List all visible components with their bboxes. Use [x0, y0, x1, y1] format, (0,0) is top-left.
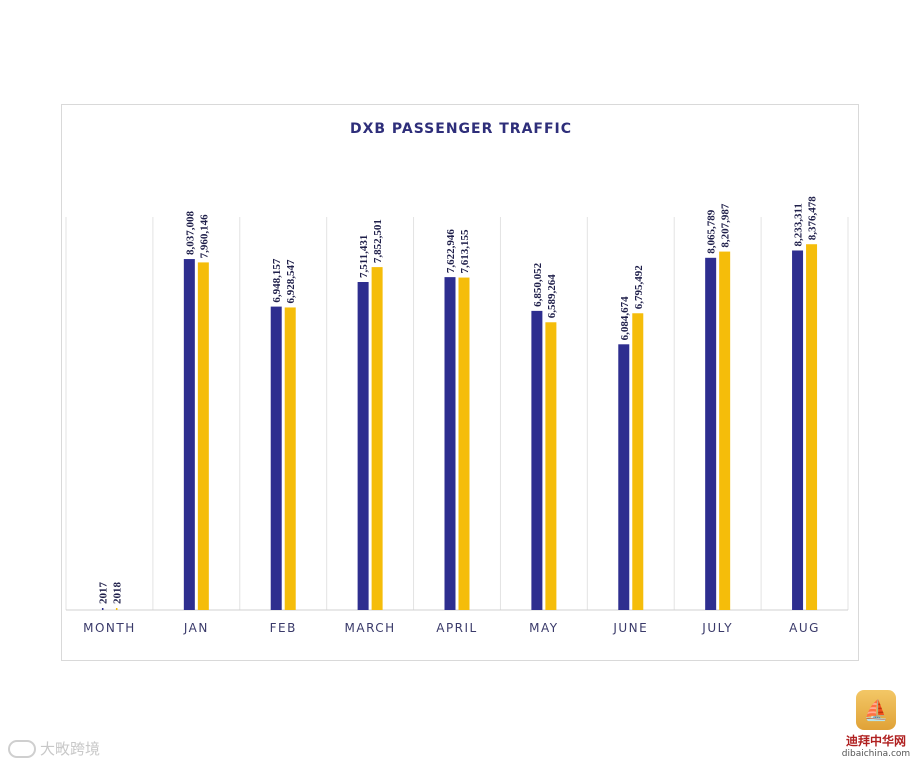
bar [183, 259, 195, 610]
category-label: APRIL [436, 621, 478, 635]
category-label: JAN [183, 621, 209, 635]
data-label: 8,376,478 [807, 196, 819, 241]
data-label: 2018 [111, 582, 123, 605]
value-labels: 2017 2018 8,037,008 7,960,146 6,948,157 6,928… [97, 196, 818, 604]
bar-stub [115, 608, 118, 610]
watermark-right: ⛵ 迪拜中华网 dibaichina.com [836, 690, 916, 759]
sailboat-icon: ⛵ [856, 690, 896, 730]
bars [101, 244, 818, 611]
data-label: 6,589,264 [546, 274, 558, 319]
category-label: JUNE [612, 621, 648, 635]
bar [618, 344, 630, 610]
watermark-left: 大畋跨境 [8, 738, 100, 759]
data-label: 6,084,674 [619, 296, 631, 341]
data-label: 6,795,492 [633, 265, 645, 310]
bar [197, 262, 209, 610]
watermark-logo-icon [8, 739, 36, 758]
chart-title: DXB PASSENGER TRAFFIC [350, 121, 572, 137]
data-label: 6,850,052 [532, 262, 544, 307]
data-label: 7,960,146 [198, 214, 210, 259]
bar [357, 282, 369, 610]
data-label: 8,207,987 [720, 203, 732, 248]
category-label: MAY [529, 621, 558, 635]
category-label: MONTH [83, 621, 136, 635]
bar [719, 251, 731, 610]
watermark-left-text: 大畋跨境 [40, 740, 101, 758]
bar [792, 250, 804, 610]
category-label: FEB [270, 621, 297, 635]
data-label: 7,622,946 [445, 229, 457, 273]
data-label: 7,613,155 [459, 229, 471, 274]
bar [284, 307, 296, 610]
bar [531, 310, 543, 610]
bar [632, 313, 644, 610]
category-label: MARCH [345, 621, 396, 635]
data-label: 8,037,008 [184, 211, 196, 256]
watermark-right-url: dibaichina.com [841, 749, 911, 759]
bar [444, 277, 456, 610]
category-label: AUG [789, 621, 820, 635]
chart-frame: DXB PASSENGER TRAFFIC 2017 2018 8,037,008 7… [61, 104, 859, 661]
bar [270, 306, 282, 610]
data-label: 8,233,311 [793, 203, 805, 246]
bar [458, 277, 470, 610]
data-label: 7,852,501 [372, 219, 384, 263]
bar-stub [101, 608, 104, 610]
watermark-right-cn: 迪拜中华网 [845, 734, 906, 748]
bar [371, 267, 383, 610]
data-label: 6,948,157 [271, 258, 283, 303]
grid-lines [65, 217, 849, 611]
data-label: 6,928,547 [285, 259, 297, 304]
data-label: 2017 [97, 582, 109, 605]
category-labels: MONTH JAN FEB MARCH APRIL MAY JUNE JULY AUG [83, 621, 820, 635]
category-label: JULY [701, 621, 733, 635]
bar [705, 257, 717, 610]
data-label: 8,065,789 [706, 209, 718, 254]
bar [545, 322, 557, 610]
data-label: 7,511,431 [358, 235, 370, 278]
bar [806, 244, 818, 611]
